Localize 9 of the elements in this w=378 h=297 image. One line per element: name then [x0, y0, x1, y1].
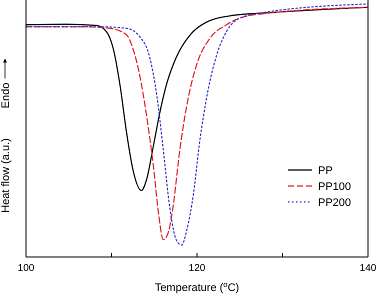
- x-tick-label: 140: [360, 263, 377, 274]
- x-tick-label: 120: [188, 263, 206, 274]
- legend-label: PP: [318, 165, 333, 177]
- y-axis-title: Heat flow (a.u.): [0, 138, 12, 213]
- x-tick-label: 100: [18, 263, 35, 274]
- x-axis-title: Temperature ($^{o}$C): [154, 280, 240, 294]
- text: Endo: [0, 82, 12, 108]
- legend-label: PP200: [318, 197, 352, 209]
- legend-label: PP100: [318, 181, 352, 193]
